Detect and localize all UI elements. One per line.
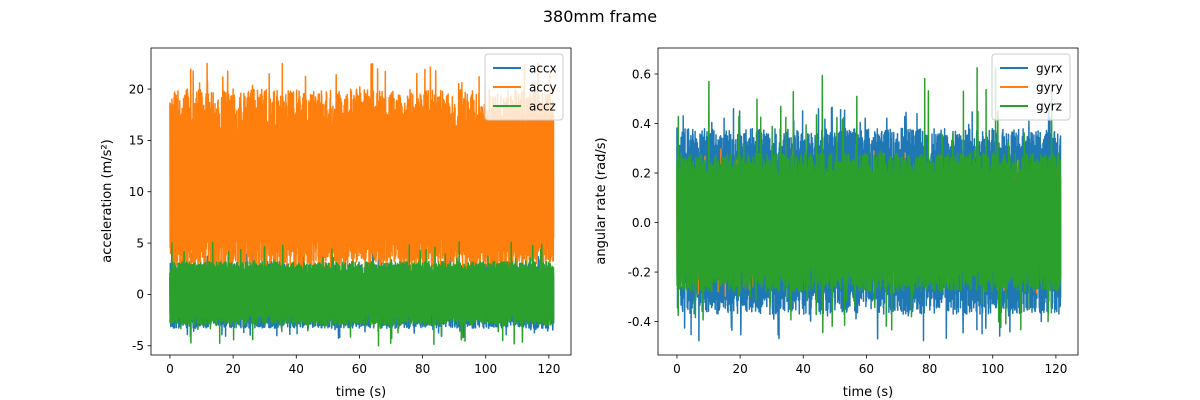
acceleration-y-label: acceleration (m/s²)	[100, 139, 115, 262]
y-tick-label: 0.2	[632, 166, 651, 180]
y-tick-label: 0.0	[632, 216, 651, 230]
figure-title: 380mm frame	[543, 7, 657, 26]
x-tick-label: 80	[922, 362, 937, 376]
acceleration-legend: accx accy accz	[484, 53, 564, 121]
y-tick-label: -5	[132, 339, 144, 353]
angular-rate-x-label: time (s)	[843, 385, 893, 400]
x-tick-label: 0	[673, 362, 681, 376]
acceleration-plot-area	[150, 47, 572, 356]
x-tick-label: 80	[415, 362, 430, 376]
legend-label-accx: accx	[529, 61, 557, 75]
x-tick-label: 60	[352, 362, 367, 376]
legend-box	[991, 53, 1071, 121]
angular-rate-ticks: 0 20 40 60 80 100 120 -0.4 -0.2 0.0 0.2 0.4 0.6	[628, 67, 1068, 376]
series-group	[169, 62, 555, 347]
y-tick-label: 20	[129, 82, 144, 96]
series-line-accz	[169, 241, 555, 347]
y-tick-label: -0.2	[628, 265, 651, 279]
angular-rate-plot-area	[657, 47, 1079, 356]
y-tick-label: 10	[129, 185, 144, 199]
acceleration-ticks: 0 20 40 60 80 100 120 -5 0 5 10 15 20	[129, 82, 561, 376]
legend-label-gyrz: gyrz	[1036, 99, 1062, 113]
legend-box	[484, 53, 564, 121]
x-tick-label: 120	[537, 362, 560, 376]
angular-rate-legend: gyrx gyry gyrz	[991, 53, 1071, 121]
legend-label-gyrx: gyrx	[1036, 61, 1062, 75]
acceleration-x-label: time (s)	[336, 385, 386, 400]
x-tick-label: 40	[289, 362, 304, 376]
y-tick-label: 0	[136, 288, 144, 302]
series-line-gyrz	[676, 66, 1062, 334]
angular-rate-y-label: angular rate (rad/s)	[594, 137, 609, 264]
x-tick-label: 20	[732, 362, 747, 376]
x-tick-label: 0	[166, 362, 174, 376]
legend-label-accy: accy	[529, 80, 557, 94]
y-tick-label: 5	[136, 236, 144, 250]
y-tick-label: -0.4	[628, 315, 651, 329]
x-tick-label: 60	[859, 362, 874, 376]
axes-frame	[657, 47, 1079, 356]
legend-label-accz: accz	[529, 99, 556, 113]
x-tick-label: 40	[796, 362, 811, 376]
x-tick-label: 120	[1044, 362, 1067, 376]
series-group	[676, 66, 1062, 342]
y-tick-label: 15	[129, 134, 144, 148]
series-line-accy	[169, 62, 555, 279]
x-tick-label: 20	[225, 362, 240, 376]
legend-label-gyry: gyry	[1036, 80, 1063, 94]
axes-frame	[150, 47, 572, 356]
angular-rate-axes: 0 20 40 60 80 100 120 -0.4 -0.2 0.0 0.2 0.4 0.6 time…	[594, 47, 1079, 400]
x-tick-label: 100	[474, 362, 497, 376]
acceleration-axes: 0 20 40 60 80 100 120 -5 0 5 10 15 20 time (s) accel…	[100, 47, 572, 400]
y-tick-label: 0.4	[632, 117, 651, 131]
y-tick-label: 0.6	[632, 67, 651, 81]
x-tick-label: 100	[981, 362, 1004, 376]
